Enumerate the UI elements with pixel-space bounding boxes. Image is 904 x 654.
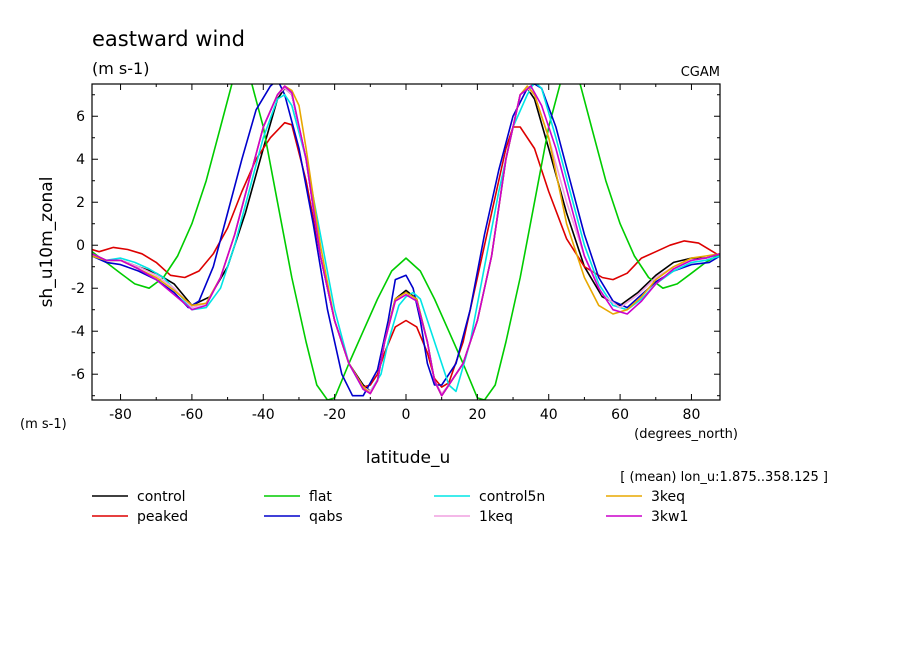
x-axis-units: (degrees_north) — [634, 427, 738, 442]
x-tick-label: 80 — [683, 407, 701, 423]
x-tick-label: 20 — [468, 407, 486, 423]
legend-label-control5n: control5n — [479, 489, 545, 505]
legend-label-peaked: peaked — [137, 509, 188, 525]
x-tick-label: -20 — [323, 407, 346, 423]
series-line-3kw1 — [92, 85, 720, 397]
series-line-control — [92, 87, 720, 397]
chart-title: eastward wind — [92, 27, 245, 51]
source-label: CGAM — [681, 65, 720, 80]
legend-label-3kw1: 3kw1 — [651, 509, 688, 525]
y-tick-label: 4 — [76, 152, 85, 168]
series-line-peaked — [92, 121, 720, 388]
plot-frame — [91, 83, 721, 401]
series-line-1keq — [92, 87, 720, 395]
y-tick-label: 0 — [76, 238, 85, 254]
y-axis-label: sh_u10m_zonal — [37, 177, 57, 308]
legend-label-1keq: 1keq — [479, 509, 513, 525]
series-line-control5n — [92, 84, 720, 393]
legend-label-qabs: qabs — [309, 509, 343, 525]
series-line-3keq — [92, 85, 720, 397]
x-axis-label: latitude_u — [366, 448, 451, 468]
x-tick-label: -60 — [180, 407, 203, 423]
x-tick-label: 40 — [540, 407, 558, 423]
y-axis-units: (m s-1) — [20, 417, 67, 432]
y-tick-label: -6 — [71, 367, 85, 383]
x-tick-label: -40 — [252, 407, 275, 423]
y-tick-label: -2 — [71, 281, 85, 297]
series-layer — [92, 84, 720, 400]
legend-label-3keq: 3keq — [651, 489, 685, 505]
legend: control peaked flat qabs control5n 1keq 3keq 3k… — [92, 489, 688, 525]
y-tick-label: -4 — [71, 324, 85, 340]
series-line-qabs — [92, 84, 720, 397]
y-tick-label: 6 — [76, 109, 85, 125]
x-tick-label: 60 — [611, 407, 629, 423]
series-line-flat — [92, 84, 720, 400]
chart-subtitle: (m s-1) — [92, 59, 149, 78]
y-tick-label: 2 — [76, 195, 85, 211]
x-tick-label: -80 — [109, 407, 132, 423]
legend-label-control: control — [137, 489, 186, 505]
legend-label-flat: flat — [309, 489, 332, 505]
averaging-note: [ (mean) lon_u:1.875..358.125 ] — [620, 470, 828, 485]
x-tick-label: 0 — [402, 407, 411, 423]
